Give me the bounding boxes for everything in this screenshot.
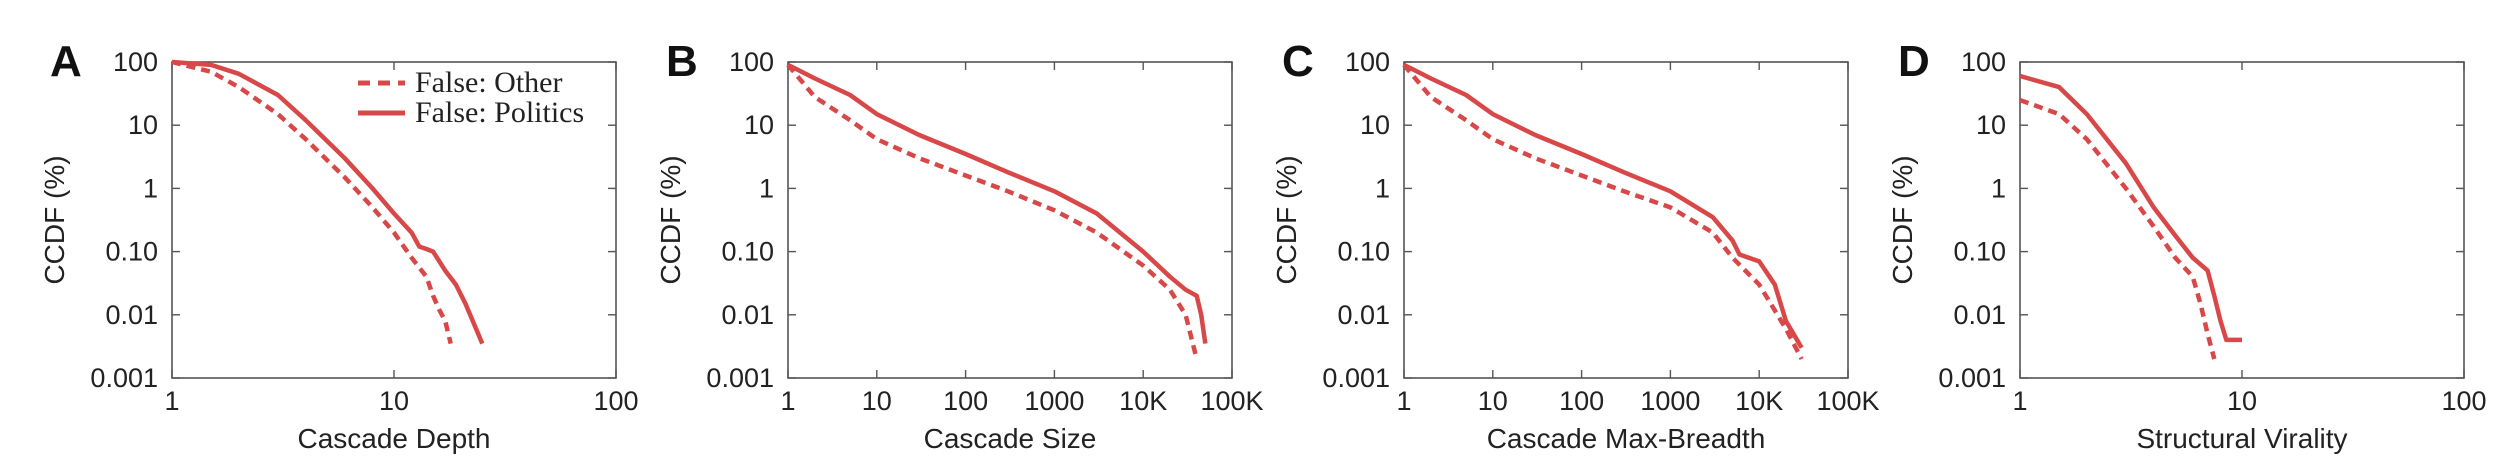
y-axis-label: CCDF (%) [1271,155,1302,284]
y-tick-label: 0.10 [721,237,774,267]
x-tick-label: 1000 [1024,386,1084,416]
y-tick-label: 0.001 [1938,363,2006,393]
x-tick-label: 10 [1478,386,1508,416]
y-tick-label: 0.01 [721,300,774,330]
y-tick-label: 0.001 [1322,363,1390,393]
x-tick-label: 100K [1200,386,1263,416]
plot-frame [787,61,1233,379]
panel-c: C 0.001 0.01 0.10 1 10 100 1 10 100 1000 10K 100K Cas… [1271,37,1880,454]
x-axis-label: Cascade Depth [297,423,490,454]
y-tick-label: 10 [128,110,158,140]
y-tick-label: 0.01 [1953,300,2006,330]
y-tick-label: 1 [1991,173,2006,203]
x-tick-label: 10 [862,386,892,416]
y-tick-label: 0.10 [1953,237,2006,267]
y-tick-label: 100 [1961,47,2006,77]
plot-frame [1403,61,1849,379]
y-tick-label: 10 [744,110,774,140]
panel-letter: A [50,37,82,86]
y-tick-label: 0.001 [706,363,774,393]
panel-letter: D [1898,37,1930,86]
y-axis-label: CCDF (%) [655,155,686,284]
series-line-false-politics [171,59,485,345]
series-line-false-other [1402,63,1804,361]
series-line-false-other [786,63,1199,360]
x-tick-label: 100 [943,386,988,416]
series-line-false-politics [786,62,1208,344]
y-tick-label: 1 [143,173,158,203]
y-tick-label: 0.01 [105,300,158,330]
x-tick-label: 1 [1396,386,1411,416]
series-line-false-other [2019,97,2217,360]
x-axis-label: Cascade Size [924,423,1097,454]
y-tick-label: 100 [729,47,774,77]
y-tick-label: 0.01 [1337,300,1390,330]
panel-b: B 0.001 0.01 0.10 1 10 100 1 10 100 1000 10K 100K Cas… [655,37,1264,454]
legend-label: False: Politics [415,96,584,129]
panel-d: D 0.001 0.01 0.10 1 10 100 1 10 100 Structural Vir… [1887,37,2487,454]
y-axis-label: CCDF (%) [1887,155,1918,284]
x-tick-label: 100K [1816,386,1879,416]
x-tick-label: 1 [780,386,795,416]
y-tick-label: 0.10 [105,237,158,267]
y-tick-label: 0.10 [1337,237,1390,267]
panel-letter: C [1282,37,1314,86]
x-tick-label: 100 [1559,386,1604,416]
x-tick-label: 10 [379,386,409,416]
series-line-false-other [171,59,453,345]
x-tick-label: 10K [1735,386,1783,416]
panels: A 0.001 0.01 0.10 1 10 100 1 10 100 Cascade Depth C… [39,37,2487,454]
x-tick-label: 10 [2227,386,2257,416]
series-line-false-politics [2019,73,2242,343]
x-axis-label: Cascade Max-Breadth [1487,423,1766,454]
y-tick-label: 1 [1375,173,1390,203]
x-tick-label: 10K [1119,386,1167,416]
y-tick-label: 0.001 [90,363,158,393]
y-tick-label: 100 [113,47,158,77]
legend-label: False: Other [415,66,562,99]
series-line-false-politics [1402,62,1804,349]
x-tick-label: 1 [164,386,179,416]
panel-a: A 0.001 0.01 0.10 1 10 100 1 10 100 Cascade Depth C… [39,37,639,454]
x-tick-label: 1000 [1640,386,1700,416]
y-axis-label: CCDF (%) [39,155,70,284]
x-tick-label: 100 [2441,386,2486,416]
y-tick-label: 100 [1345,47,1390,77]
x-axis-label: Structural Virality [2136,423,2347,454]
y-tick-label: 1 [759,173,774,203]
panel-letter: B [666,37,698,86]
y-tick-label: 10 [1360,110,1390,140]
plot-frame [2019,61,2465,379]
y-tick-label: 10 [1976,110,2006,140]
x-tick-label: 100 [593,386,638,416]
x-tick-label: 1 [2012,386,2027,416]
